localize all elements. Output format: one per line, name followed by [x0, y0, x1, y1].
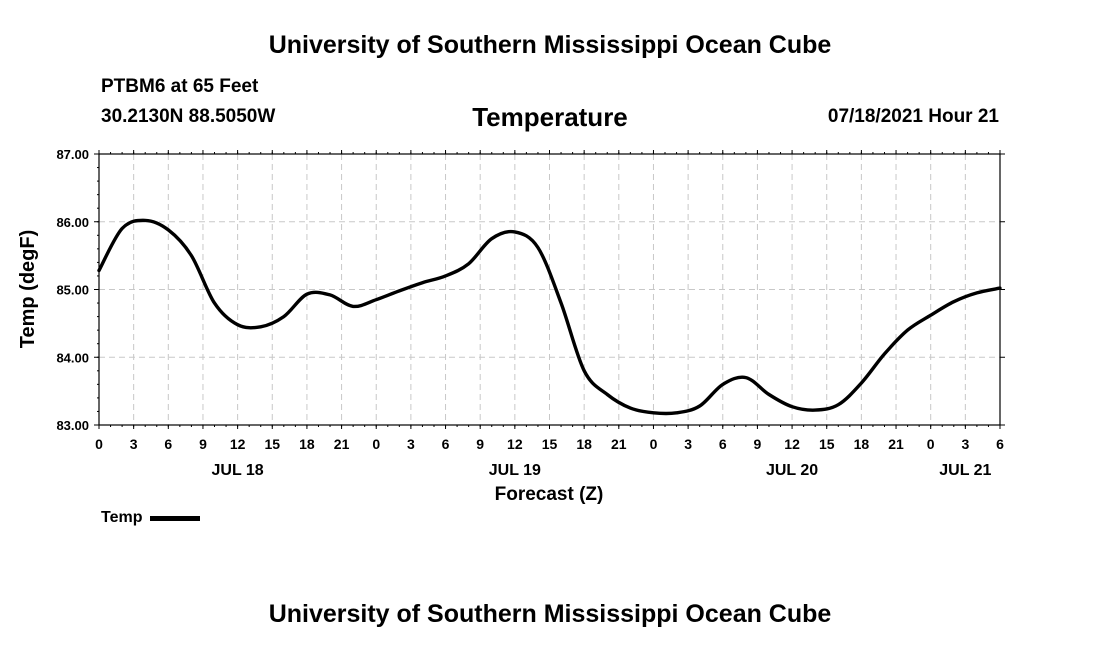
- x-tick-label: 3: [130, 436, 138, 452]
- forecast-timestamp: 07/18/2021 Hour 21: [827, 106, 999, 127]
- x-tick-label: 9: [199, 436, 207, 452]
- station-coordinates: 30.2130N 88.5050W: [101, 106, 276, 127]
- y-axis-label: Temp (degF): [17, 230, 39, 349]
- x-tick-label: 0: [95, 436, 103, 452]
- x-axis: 0 3 6 9 12 15 18 21 0 3 6 9 12 15 18 21 0 3 6 9 12 15 18 21 0 3 6J…: [95, 150, 1004, 479]
- x-tick-label: 9: [476, 436, 484, 452]
- x-tick-label: 21: [611, 436, 627, 452]
- x-tick-label: 3: [407, 436, 415, 452]
- temp-series-line: [97, 218, 1002, 416]
- x-date-label: JUL 20: [766, 462, 818, 479]
- x-tick-label: 0: [372, 436, 380, 452]
- temperature-chart: 83.00 84.00 85.00 86.00 87.00 0 3 6 9 12 15 18 21 0 3…: [17, 147, 1005, 505]
- x-date-label: JUL 19: [489, 462, 541, 479]
- x-tick-label: 18: [299, 436, 315, 452]
- x-tick-label: 21: [334, 436, 350, 452]
- legend: Temp: [101, 509, 201, 527]
- y-tick-label: 83.00: [56, 418, 89, 433]
- x-tick-label: 18: [854, 436, 870, 452]
- x-tick-label: 6: [442, 436, 450, 452]
- x-tick-label: 18: [576, 436, 592, 452]
- y-tick-label: 85.00: [56, 283, 89, 298]
- station-label: PTBM6 at 65 Feet: [101, 76, 259, 97]
- y-axis: 83.00 84.00 85.00 86.00 87.00: [56, 147, 1005, 433]
- x-tick-label: 15: [264, 436, 280, 452]
- y-tick-label: 84.00: [56, 350, 89, 365]
- x-axis-label: Forecast (Z): [495, 484, 604, 505]
- x-tick-label: 9: [754, 436, 762, 452]
- x-tick-label: 6: [164, 436, 172, 452]
- x-tick-label: 12: [230, 436, 246, 452]
- x-tick-label: 21: [888, 436, 904, 452]
- x-tick-label: 15: [819, 436, 835, 452]
- x-tick-label: 12: [784, 436, 800, 452]
- x-date-label: JUL 18: [212, 462, 264, 479]
- x-tick-label: 6: [719, 436, 727, 452]
- page-title: University of Southern Mississippi Ocean…: [268, 31, 832, 59]
- legend-swatch: [150, 515, 201, 521]
- chart-title: Temperature: [472, 102, 628, 132]
- legend-label: Temp: [101, 509, 143, 526]
- footer-title: University of Southern Mississippi Ocean…: [268, 600, 832, 628]
- x-tick-label: 6: [996, 436, 1004, 452]
- y-tick-label: 86.00: [56, 215, 89, 230]
- x-tick-label: 3: [961, 436, 969, 452]
- chart-grid: [99, 154, 1000, 425]
- x-tick-label: 0: [650, 436, 658, 452]
- x-tick-label: 3: [684, 436, 692, 452]
- x-date-label: JUL 21: [939, 462, 991, 479]
- x-tick-label: 12: [507, 436, 523, 452]
- x-tick-label: 15: [542, 436, 558, 452]
- y-tick-label: 87.00: [56, 147, 89, 162]
- x-tick-label: 0: [927, 436, 935, 452]
